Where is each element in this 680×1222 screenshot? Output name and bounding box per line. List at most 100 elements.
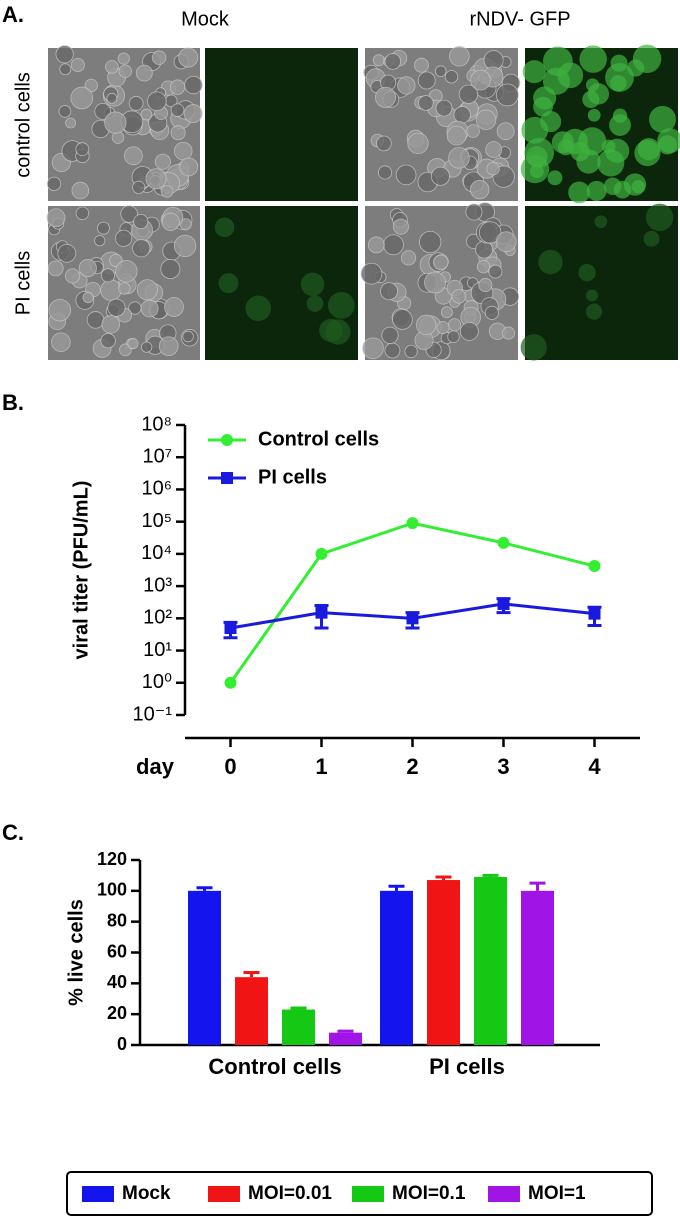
error-bar: [482, 873, 499, 877]
gfp-spot: [538, 249, 563, 275]
column-label: rNDV- GFP: [469, 8, 570, 30]
gfp-spot: [579, 45, 607, 73]
gfp-spot: [585, 289, 599, 302]
cell: [458, 84, 479, 104]
gfp-spot: [594, 215, 608, 229]
cell: [170, 125, 186, 141]
cell: [119, 343, 132, 357]
panel-label: A.: [2, 2, 24, 27]
cell: [136, 279, 158, 301]
panel-label: C.: [2, 820, 24, 845]
bar: [427, 880, 460, 1045]
gfp-spot: [643, 230, 660, 247]
cell: [377, 165, 393, 180]
cell: [447, 318, 462, 332]
cell: [128, 301, 142, 315]
column-label: Mock: [181, 8, 230, 30]
cell: [434, 65, 447, 77]
y-tick-label: 10⁴: [141, 542, 172, 564]
legend-label: PI cells: [258, 466, 327, 488]
cell: [502, 326, 516, 340]
cell: [48, 298, 72, 322]
cell: [415, 314, 437, 336]
cell: [459, 321, 479, 341]
cell: [392, 309, 413, 330]
cell: [465, 203, 483, 221]
row-label: PI cells: [12, 251, 34, 315]
cell: [384, 53, 402, 70]
cell: [495, 231, 517, 253]
legend-label: MOI=0.01: [248, 1183, 332, 1204]
y-tick-label: 10⁶: [142, 478, 172, 500]
cell: [82, 291, 94, 304]
point: [315, 547, 328, 560]
cell: [140, 108, 153, 121]
gfp-spot: [245, 295, 272, 322]
cell: [475, 240, 493, 259]
cell: [384, 342, 401, 359]
cell: [470, 69, 491, 91]
cell: [151, 50, 167, 65]
cell: [183, 104, 203, 124]
cell: [178, 47, 199, 68]
point: [406, 517, 419, 530]
gfp-spot: [585, 78, 600, 92]
gfp-spot: [586, 180, 607, 201]
legend-label: Control cells: [258, 428, 379, 450]
cell: [55, 45, 74, 64]
cell: [435, 99, 453, 117]
cell: [117, 52, 130, 65]
gfp-spot: [568, 181, 590, 204]
error-bar: [290, 1006, 307, 1010]
cell: [453, 106, 471, 124]
cell: [169, 79, 186, 95]
gfp-spot: [578, 263, 596, 282]
cell: [418, 95, 434, 111]
cell: [449, 45, 470, 67]
legend-swatch: [488, 1186, 520, 1202]
gfp-spot: [587, 108, 601, 122]
cell: [383, 234, 404, 256]
cell: [432, 254, 449, 271]
gfp-spot: [218, 273, 239, 294]
cell: [128, 96, 144, 111]
cell: [476, 260, 491, 274]
cell: [100, 279, 122, 301]
cell: [118, 282, 131, 295]
y-tick-label: 10³: [143, 574, 172, 596]
x-tick-label: 4: [588, 754, 601, 779]
bar: [188, 890, 221, 1045]
y-tick-label: 10⁵: [141, 510, 172, 532]
cell: [395, 164, 417, 186]
legend-marker: [221, 472, 233, 484]
cell: [118, 64, 132, 78]
bar: [329, 1032, 362, 1045]
cell: [57, 243, 77, 263]
cell: [362, 337, 384, 360]
cell: [496, 83, 519, 107]
bar: [474, 876, 507, 1045]
cell: [133, 213, 149, 230]
cell: [97, 221, 110, 235]
cell: [120, 205, 138, 223]
cell: [179, 157, 199, 177]
cell: [70, 57, 85, 73]
legend-swatch: [208, 1186, 240, 1202]
cell: [158, 336, 179, 357]
cell: [94, 235, 106, 247]
cell: [444, 70, 459, 84]
cell: [496, 122, 515, 141]
gfp-spot: [657, 128, 680, 154]
y-axis-label: % live cells: [65, 899, 87, 1006]
error-bar: [529, 881, 546, 891]
cell: [71, 181, 90, 200]
gfp-spot: [522, 60, 546, 84]
cell: [367, 236, 385, 254]
x-axis-label: day: [136, 754, 175, 779]
y-tick-label: 10¹: [143, 639, 172, 661]
cell: [485, 141, 503, 159]
cell: [105, 60, 119, 74]
legend-swatch: [82, 1186, 114, 1202]
cell: [140, 341, 153, 353]
